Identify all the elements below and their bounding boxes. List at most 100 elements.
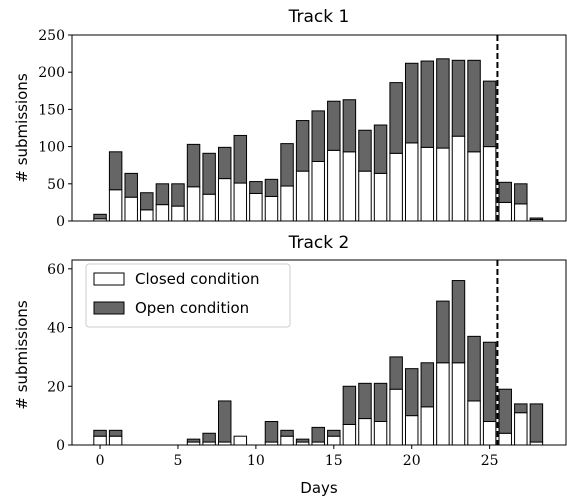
x-tick-label: 25 [481,453,499,469]
closed-bar-day-18 [373,172,388,222]
closed-bar-day-15 [327,149,341,222]
open-bar-day-15 [327,100,341,151]
track-2-bars [93,280,544,446]
open-bar-day-5 [171,183,185,207]
open-bar-day-22 [436,300,450,364]
open-bar-day-21 [420,60,435,148]
x-tick-label: 5 [174,453,183,469]
closed-bar-day-26 [498,432,512,446]
closed-bar-day-5 [171,205,185,222]
closed-bar-day-25 [482,146,497,222]
open-bar-day-23 [451,59,466,137]
closed-bar-day-12 [280,435,294,446]
closed-bar-day-11 [264,195,279,222]
open-bar-day-7 [202,432,216,443]
y-tick-label: 40 [47,321,65,337]
open-bar-day-24 [467,59,481,153]
closed-bar-day-16 [342,423,357,446]
closed-bar-day-19 [389,152,403,222]
open-bar-day-19 [389,356,403,390]
legend-label-open: Open condition [135,299,249,317]
x-axis-label: Days [300,479,338,497]
x-tick-label: 20 [403,453,421,469]
track-1-title: Track 1 [288,7,350,27]
y-tick-label: 20 [47,379,65,395]
legend: Closed condition Open condition [85,263,291,328]
open-bar-day-1 [108,429,123,437]
track-2-y-axis-label: # submissions [13,300,31,409]
y-tick-label: 0 [56,438,65,454]
closed-bar-day-26 [498,201,512,222]
closed-bar-day-3 [140,209,154,222]
closed-bar-day-6 [186,186,201,222]
closed-bar-day-12 [280,185,294,222]
closed-bar-day-17 [358,418,372,446]
y-tick-label: 50 [47,177,65,193]
closed-bar-day-21 [420,146,435,222]
closed-bar-day-7 [202,193,216,222]
closed-bar-day-24 [467,400,481,446]
y-tick-label: 60 [47,262,65,278]
closed-bar-day-23 [451,362,466,446]
open-bar-day-13 [295,438,310,443]
open-bar-day-26 [498,388,512,434]
closed-bar-day-1 [108,189,123,222]
legend-swatch-closed [93,272,125,286]
track-2-x-axis: 0 5 10 15 20 25 [96,445,499,469]
closed-bar-day-25 [482,421,497,446]
track-2-panel: Track 2 # submissions 0 20 40 60 0 5 10 15 20 25… [13,233,567,497]
x-tick-label: 15 [325,453,343,469]
open-bar-day-11 [264,178,279,197]
x-tick-label: 0 [96,453,105,469]
open-bar-day-6 [186,143,201,188]
track-1-bars [93,58,544,222]
closed-bar-day-4 [155,204,170,222]
closed-bar-day-22 [436,147,450,222]
open-bar-day-0 [93,213,107,220]
y-tick-label: 100 [38,140,65,156]
open-bar-day-18 [373,124,388,174]
closed-bar-day-27 [514,203,528,222]
closed-bar-day-2 [124,196,138,222]
open-bar-day-27 [514,183,528,205]
track-1-panel: Track 1 # submissions 0 50 100 150 200 250 [13,7,567,230]
open-bar-day-8 [217,146,232,180]
track-2-y-axis: 0 20 40 60 [47,262,72,454]
legend-label-closed: Closed condition [135,270,260,288]
closed-bar-day-24 [467,151,481,222]
x-tick-label: 10 [247,453,265,469]
open-bar-day-27 [514,403,528,414]
open-bar-day-21 [420,362,435,408]
closed-bar-day-20 [404,415,419,446]
open-bar-day-18 [373,382,388,422]
legend-box [85,263,291,328]
open-bar-day-1 [108,151,123,191]
open-bar-day-13 [295,120,310,172]
closed-bar-day-17 [358,170,372,222]
closed-bar-day-13 [295,170,310,222]
y-tick-label: 200 [38,65,65,81]
open-bar-day-14 [311,110,325,162]
legend-swatch-open [93,301,125,315]
y-tick-label: 150 [38,102,65,118]
closed-bar-day-21 [420,406,435,446]
closed-bar-day-10 [249,192,263,222]
open-bar-day-10 [249,181,263,194]
closed-bar-day-20 [404,142,419,222]
open-bar-day-12 [280,143,294,187]
open-bar-day-0 [93,429,107,437]
open-bar-day-20 [404,62,419,144]
track-1-y-axis: 0 50 100 150 200 250 [38,28,72,230]
open-bar-day-25 [482,80,497,148]
open-bar-day-8 [217,400,232,443]
closed-bar-day-1 [108,435,123,446]
open-bar-day-15 [327,429,341,437]
closed-bar-day-16 [342,151,357,222]
open-bar-day-3 [140,192,154,211]
open-bar-day-19 [389,82,403,154]
closed-bar-day-18 [373,421,388,446]
open-bar-day-2 [124,172,138,198]
open-bar-day-11 [264,421,279,443]
track-1-plot-frame [71,34,567,222]
open-bar-day-25 [482,341,497,423]
